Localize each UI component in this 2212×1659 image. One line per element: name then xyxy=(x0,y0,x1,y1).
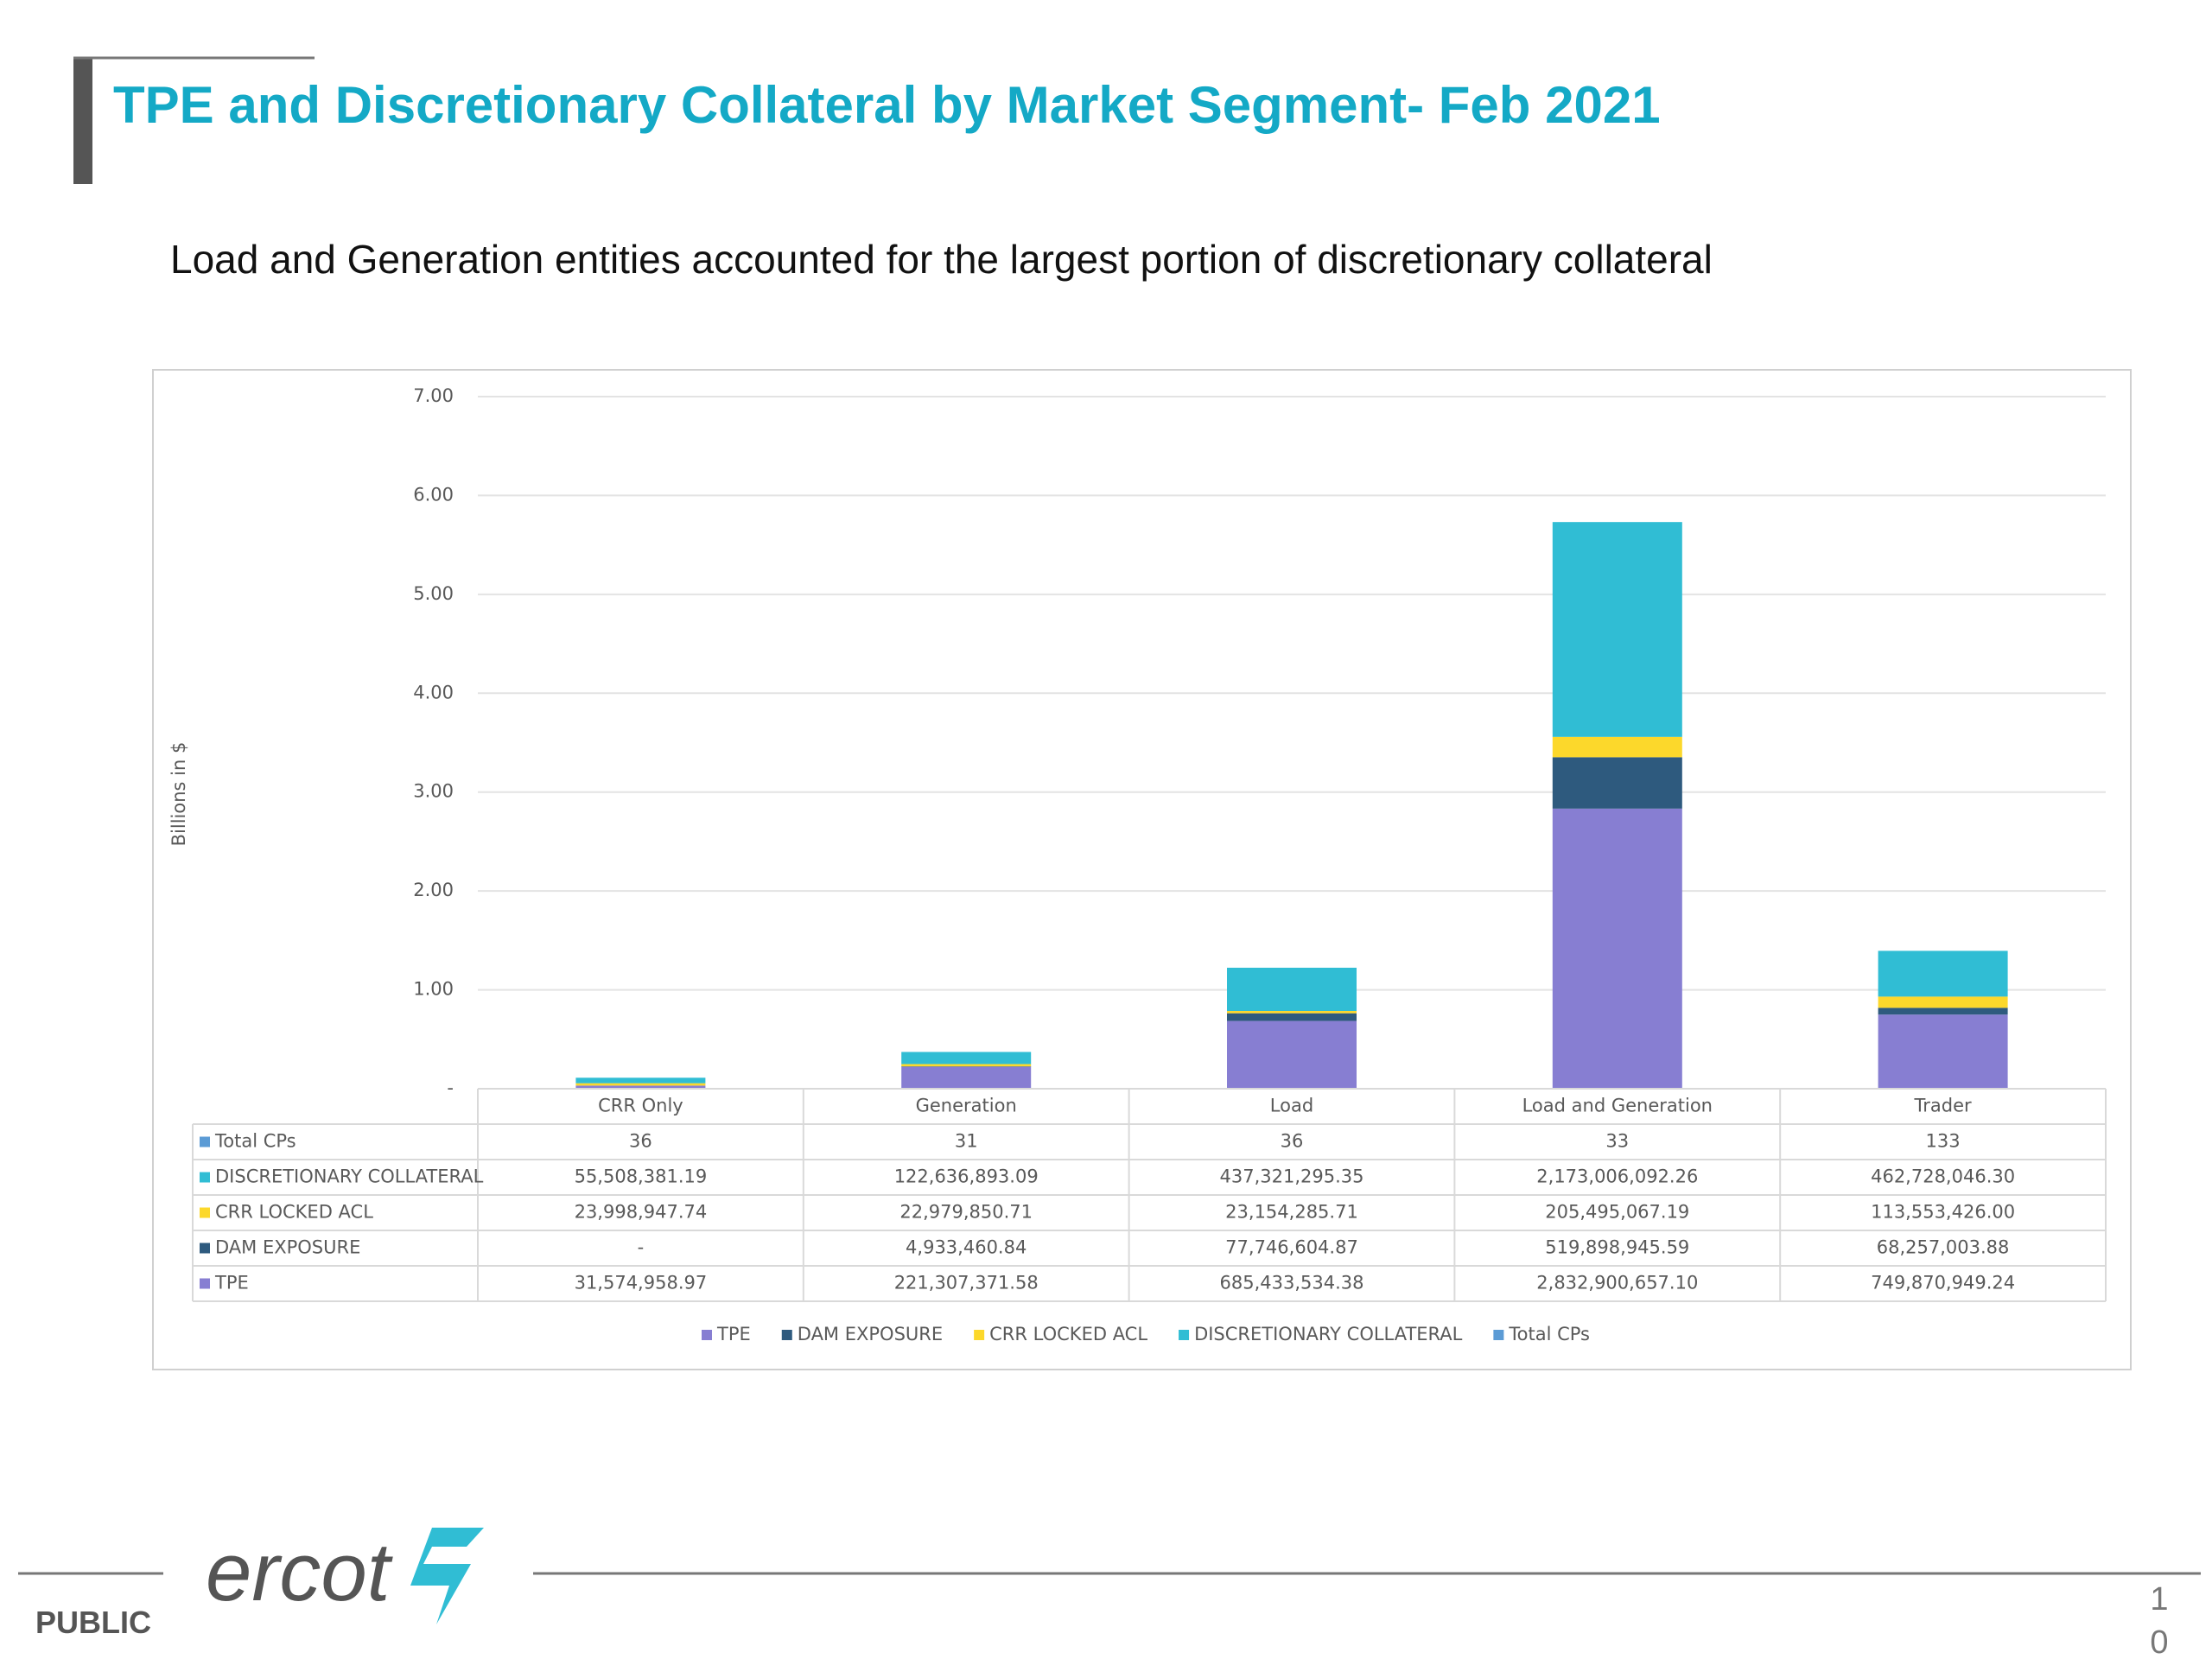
table-cell: 4,933,460.84 xyxy=(906,1237,1027,1258)
table-cell: 437,321,295.35 xyxy=(1220,1166,1364,1187)
y-tick-label: 1.00 xyxy=(413,979,454,1000)
x-tick-label: Load xyxy=(1270,1096,1313,1116)
bar-segment xyxy=(1227,1011,1357,1014)
bar-segment xyxy=(1552,736,1682,758)
bar-segment xyxy=(1552,757,1682,809)
x-tick-label: CRR Only xyxy=(598,1096,683,1116)
table-cell: - xyxy=(638,1237,645,1258)
table-key xyxy=(200,1278,210,1289)
legend-key xyxy=(702,1330,712,1340)
legend-key xyxy=(974,1330,985,1340)
table-key xyxy=(200,1243,210,1254)
title-bar xyxy=(73,57,92,184)
table-cell: 221,307,371.58 xyxy=(894,1273,1039,1294)
y-tick-label: 7.00 xyxy=(413,385,454,406)
y-tick-label: 5.00 xyxy=(413,583,454,604)
bar-segment xyxy=(901,1052,1032,1065)
bar-segment xyxy=(901,1064,1032,1067)
bar-segment xyxy=(1227,967,1357,1012)
legend-key xyxy=(781,1330,792,1340)
table-cell: 133 xyxy=(1926,1131,1961,1152)
bar-segment xyxy=(1878,1014,2008,1089)
classification: PUBLIC xyxy=(35,1605,151,1640)
table-row-label: TPE xyxy=(214,1273,249,1294)
table-key xyxy=(200,1172,210,1183)
bar-segment xyxy=(1552,808,1682,1089)
x-tick-label: Generation xyxy=(916,1096,1017,1116)
bar-segment xyxy=(575,1077,706,1084)
title: TPE and Discretionary Collateral by Mark… xyxy=(113,76,1661,134)
table-cell: 77,746,604.87 xyxy=(1225,1237,1358,1258)
logo-mark xyxy=(410,1528,484,1624)
table-cell: 31,574,958.97 xyxy=(575,1273,708,1294)
bar-segment xyxy=(1878,996,2008,1008)
legend-label: TPE xyxy=(716,1324,751,1344)
table-cell: 685,433,534.38 xyxy=(1220,1273,1364,1294)
table-cell: 33 xyxy=(1605,1131,1629,1152)
x-tick-label: Trader xyxy=(1914,1096,1972,1116)
legend-label: CRR LOCKED ACL xyxy=(989,1324,1147,1344)
table-cell: 462,728,046.30 xyxy=(1871,1166,2015,1187)
legend-key xyxy=(1493,1330,1504,1340)
legend-key xyxy=(1179,1330,1190,1340)
table-cell: 23,154,285.71 xyxy=(1225,1202,1358,1223)
table-row-label: DISCRETIONARY COLLATERAL xyxy=(215,1166,484,1187)
table-cell: 2,173,006,092.26 xyxy=(1536,1166,1698,1187)
table-row-label: Total CPs xyxy=(214,1131,296,1152)
table-cell: 519,898,945.59 xyxy=(1545,1237,1689,1258)
y-tick-label: 2.00 xyxy=(413,880,454,900)
legend-label: Total CPs xyxy=(1508,1324,1590,1344)
table-cell: 113,553,426.00 xyxy=(1871,1202,2015,1223)
y-tick-label: 6.00 xyxy=(413,484,454,505)
table-cell: 749,870,949.24 xyxy=(1871,1273,2015,1294)
bar-segment xyxy=(1878,1007,2008,1015)
y-tick-label: 4.00 xyxy=(413,682,454,702)
subtitle: Load and Generation entities accounted f… xyxy=(170,237,1713,282)
bar-segment xyxy=(1878,950,2008,997)
table-cell: 68,257,003.88 xyxy=(1877,1237,2010,1258)
table-cell: 205,495,067.19 xyxy=(1545,1202,1689,1223)
bar-segment xyxy=(1552,522,1682,737)
bar-segment xyxy=(1227,1020,1357,1089)
table-cell: 55,508,381.19 xyxy=(575,1166,708,1187)
table-cell: 2,832,900,657.10 xyxy=(1536,1273,1698,1294)
bar-segment xyxy=(575,1085,706,1089)
table-cell: 36 xyxy=(629,1131,652,1152)
chart-frame xyxy=(152,369,2132,1370)
bar-segment xyxy=(901,1066,1032,1089)
y-tick-label: 3.00 xyxy=(413,781,454,802)
legend-label: DISCRETIONARY COLLATERAL xyxy=(1194,1324,1463,1344)
legend-label: DAM EXPOSURE xyxy=(798,1324,943,1344)
x-tick-label: Load and Generation xyxy=(1522,1096,1713,1116)
bar-segment xyxy=(1227,1013,1357,1021)
y-tick-label: - xyxy=(447,1077,454,1098)
bar-segment xyxy=(901,1066,1032,1067)
page-number: 10 xyxy=(2150,1581,2169,1659)
table-cell: 122,636,893.09 xyxy=(894,1166,1039,1187)
table-cell: 22,979,850.71 xyxy=(899,1202,1033,1223)
y-axis-label: Billions in $ xyxy=(168,742,189,847)
table-key xyxy=(200,1207,210,1218)
table-row-label: CRR LOCKED ACL xyxy=(215,1202,373,1223)
table-cell: 23,998,947.74 xyxy=(575,1202,708,1223)
table-key xyxy=(200,1136,210,1147)
bar-segment xyxy=(575,1083,706,1086)
table-cell: 31 xyxy=(955,1131,978,1152)
logo: ercot xyxy=(206,1526,393,1618)
table-row-label: DAM EXPOSURE xyxy=(215,1237,360,1258)
table-cell: 36 xyxy=(1281,1131,1304,1152)
